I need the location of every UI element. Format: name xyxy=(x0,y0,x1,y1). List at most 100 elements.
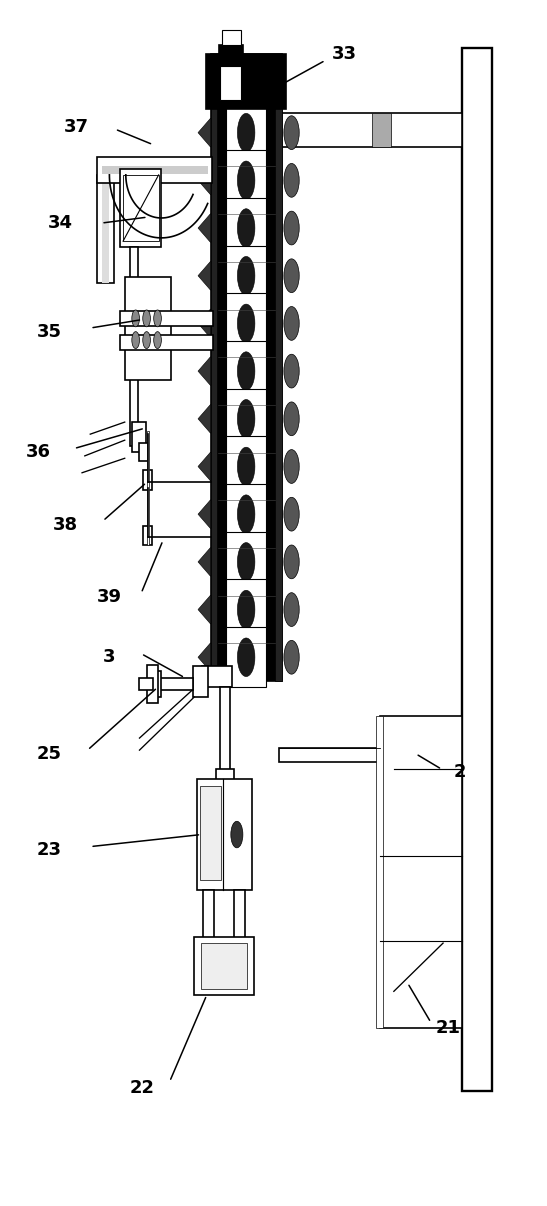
Bar xyxy=(120,311,213,326)
Bar xyxy=(123,175,159,241)
Circle shape xyxy=(284,211,299,245)
Bar xyxy=(143,526,152,545)
Circle shape xyxy=(132,310,139,327)
Bar xyxy=(197,779,252,890)
Bar xyxy=(202,666,232,687)
Circle shape xyxy=(284,497,299,531)
Circle shape xyxy=(143,310,150,327)
Bar xyxy=(226,532,266,592)
Polygon shape xyxy=(198,404,211,433)
Polygon shape xyxy=(198,499,211,528)
Bar xyxy=(120,169,161,247)
Bar xyxy=(226,151,266,211)
Circle shape xyxy=(237,447,255,486)
Circle shape xyxy=(237,590,255,628)
Bar xyxy=(226,627,266,687)
Polygon shape xyxy=(198,262,211,291)
Bar xyxy=(380,732,394,778)
Circle shape xyxy=(237,209,255,247)
Bar xyxy=(234,890,245,938)
Text: 2: 2 xyxy=(453,763,465,780)
Bar xyxy=(203,890,214,938)
Circle shape xyxy=(284,259,299,293)
Polygon shape xyxy=(198,643,211,672)
Text: 37: 37 xyxy=(64,118,89,135)
Bar xyxy=(226,198,266,258)
Circle shape xyxy=(132,332,139,349)
Text: 36: 36 xyxy=(26,444,51,461)
Text: 25: 25 xyxy=(37,745,62,762)
Circle shape xyxy=(237,304,255,343)
Circle shape xyxy=(237,257,255,295)
Circle shape xyxy=(284,402,299,435)
Bar xyxy=(120,335,213,350)
Bar xyxy=(226,341,266,402)
Circle shape xyxy=(284,545,299,579)
Bar xyxy=(226,484,266,544)
Bar xyxy=(226,246,266,306)
Polygon shape xyxy=(198,452,211,481)
Circle shape xyxy=(237,113,255,152)
Circle shape xyxy=(231,821,243,848)
Bar xyxy=(372,113,391,147)
Bar xyxy=(376,716,383,1028)
Text: 33: 33 xyxy=(332,46,357,63)
Text: 3: 3 xyxy=(103,649,115,666)
Polygon shape xyxy=(198,213,211,242)
Bar xyxy=(132,422,146,452)
Circle shape xyxy=(284,592,299,626)
Circle shape xyxy=(284,355,299,388)
Bar xyxy=(194,937,254,995)
Bar xyxy=(219,45,243,66)
Bar xyxy=(139,443,148,461)
Bar xyxy=(226,103,266,163)
Bar xyxy=(275,54,282,681)
Bar xyxy=(193,666,208,697)
Bar xyxy=(222,30,241,45)
Text: 22: 22 xyxy=(130,1079,155,1096)
Bar xyxy=(211,54,282,681)
Text: 35: 35 xyxy=(37,323,62,340)
Polygon shape xyxy=(198,548,211,576)
Bar xyxy=(226,388,266,449)
Text: 21: 21 xyxy=(436,1019,461,1036)
Bar xyxy=(220,687,230,778)
Bar xyxy=(130,247,138,446)
Circle shape xyxy=(237,543,255,581)
Polygon shape xyxy=(198,309,211,338)
Bar xyxy=(241,113,462,147)
Bar xyxy=(97,157,212,183)
Bar xyxy=(143,470,152,490)
Circle shape xyxy=(154,310,161,327)
Text: 23: 23 xyxy=(37,842,62,859)
Bar xyxy=(125,277,171,380)
Bar xyxy=(154,671,161,697)
Text: 34: 34 xyxy=(48,215,73,232)
Circle shape xyxy=(284,450,299,484)
Bar xyxy=(226,293,266,353)
Circle shape xyxy=(284,306,299,340)
Bar xyxy=(206,54,286,109)
Circle shape xyxy=(237,352,255,391)
Bar xyxy=(139,678,153,690)
Circle shape xyxy=(284,164,299,198)
Circle shape xyxy=(284,640,299,674)
Bar xyxy=(279,748,380,762)
Circle shape xyxy=(203,821,216,848)
Bar xyxy=(97,175,114,283)
Circle shape xyxy=(154,332,161,349)
Polygon shape xyxy=(198,357,211,386)
Bar xyxy=(147,665,158,703)
Circle shape xyxy=(237,399,255,438)
Circle shape xyxy=(237,162,255,200)
Circle shape xyxy=(237,638,255,677)
Bar xyxy=(380,716,462,1028)
Bar xyxy=(102,175,109,283)
Polygon shape xyxy=(198,118,211,147)
Bar xyxy=(220,66,241,100)
Bar xyxy=(147,431,149,545)
Circle shape xyxy=(237,494,255,533)
Bar xyxy=(211,54,217,681)
Bar xyxy=(158,678,193,690)
Bar xyxy=(226,437,266,497)
